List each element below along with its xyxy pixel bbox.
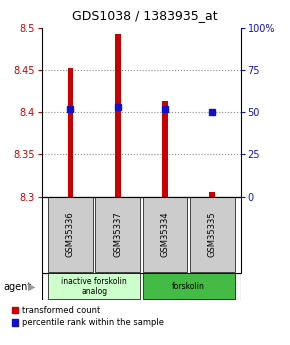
Text: ▶: ▶ (28, 282, 35, 292)
Text: GSM35337: GSM35337 (113, 212, 122, 257)
Bar (48, 197, 93, 272)
Bar (95, 197, 140, 272)
Bar (190, 197, 235, 272)
Text: agent: agent (3, 282, 31, 292)
Text: forskolin: forskolin (172, 282, 205, 291)
Bar (143, 197, 187, 272)
Bar (162, 101, 168, 197)
Bar (68, 68, 73, 197)
Bar (209, 193, 215, 197)
Legend: transformed count, percentile rank within the sample: transformed count, percentile rank withi… (10, 304, 166, 329)
Text: GDS1038 / 1383935_at: GDS1038 / 1383935_at (72, 9, 218, 22)
Text: inactive forskolin
analog: inactive forskolin analog (61, 277, 127, 296)
Text: GSM35334: GSM35334 (161, 212, 170, 257)
Text: GSM35335: GSM35335 (208, 212, 217, 257)
Bar (48, 273, 140, 299)
Bar (143, 273, 235, 299)
Text: GSM35336: GSM35336 (66, 212, 75, 257)
Bar (115, 33, 121, 197)
